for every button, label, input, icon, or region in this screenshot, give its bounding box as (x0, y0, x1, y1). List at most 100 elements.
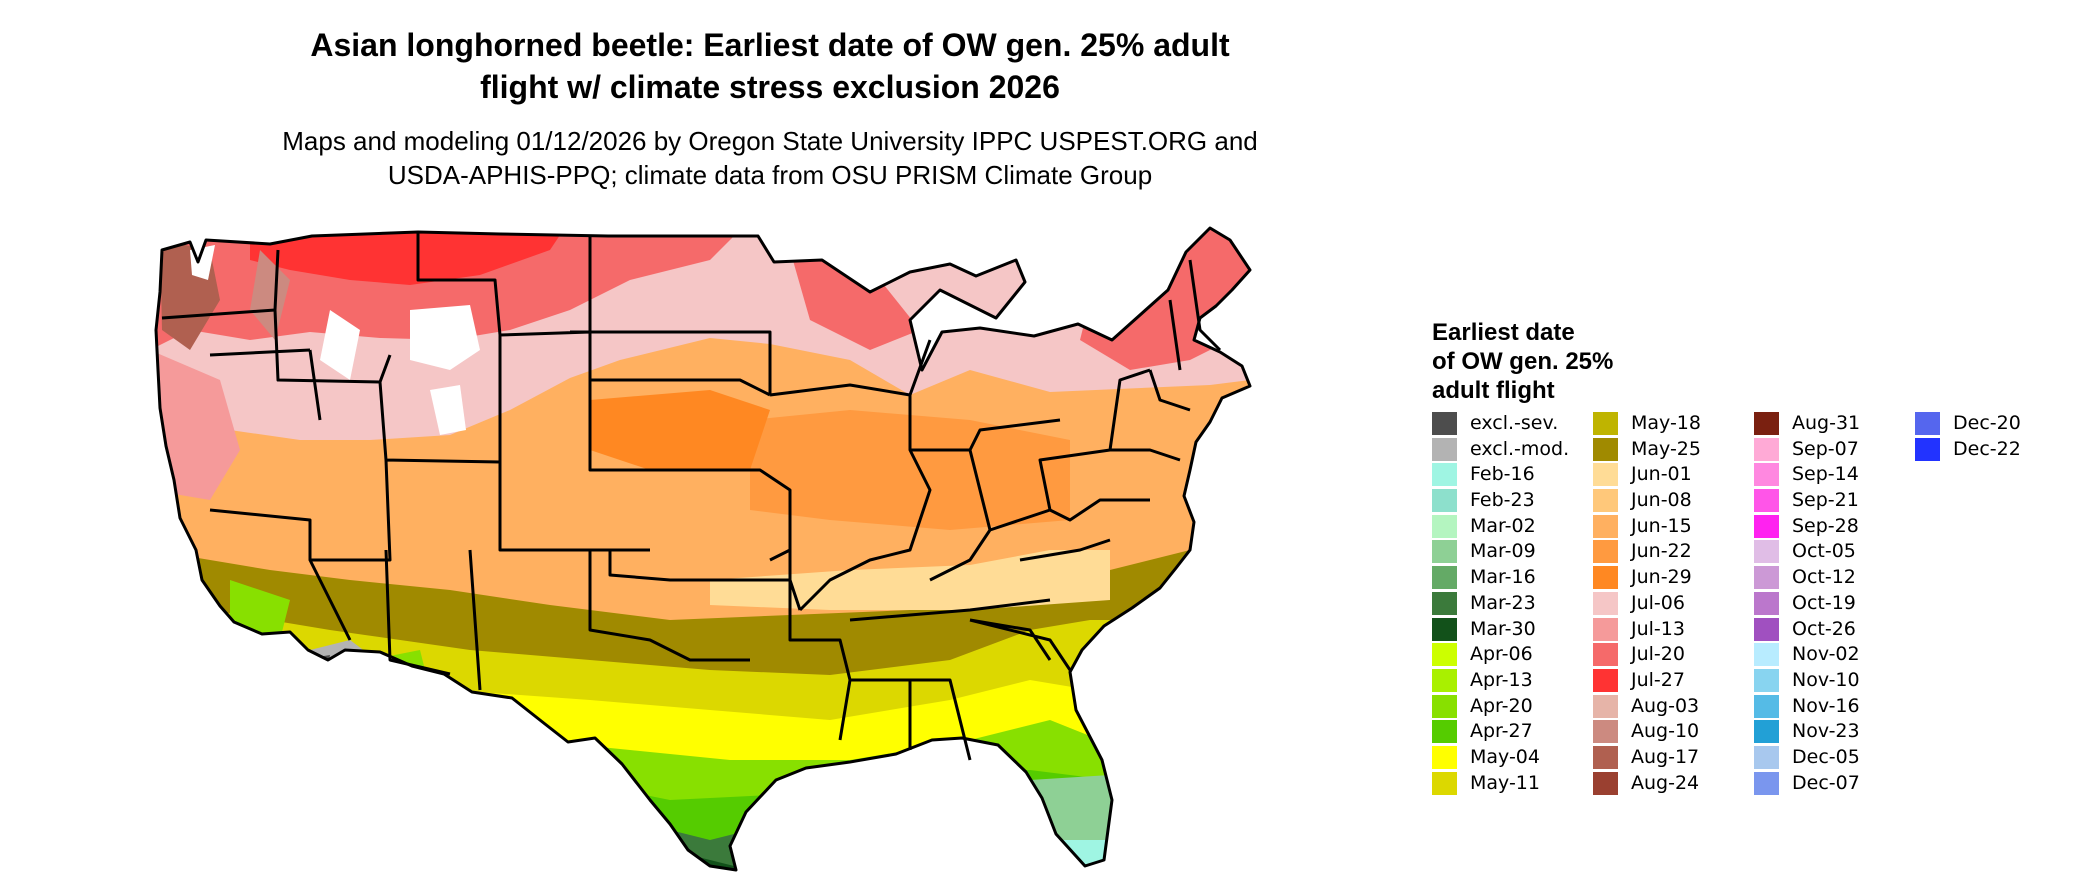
legend-swatch (1754, 771, 1779, 795)
legend-item: Dec-05 (1754, 744, 1924, 770)
legend-swatch (1432, 463, 1457, 487)
legend-item: Nov-02 (1754, 641, 1924, 667)
legend-item: Apr-20 (1432, 693, 1602, 719)
legend-label: excl.-sev. (1470, 412, 1559, 434)
us-degree-day-map (154, 226, 1252, 872)
map-subtitle-line-2: USDA-APHIS-PPQ; climate data from OSU PR… (387, 160, 1153, 190)
legend-item: Mar-02 (1432, 513, 1602, 539)
state-borders (154, 226, 1252, 872)
legend-swatch (1593, 591, 1618, 615)
legend-swatch (1432, 540, 1457, 564)
legend-label: Mar-09 (1470, 540, 1536, 563)
legend-swatch (1593, 514, 1618, 538)
legend-swatch (1432, 489, 1457, 513)
legend-swatch (1754, 412, 1779, 435)
legend-swatch (1915, 437, 1940, 461)
legend-label: Nov-23 (1792, 720, 1860, 743)
legend-item: Jun-01 (1593, 461, 1763, 487)
legend-item: Oct-19 (1754, 590, 1924, 616)
legend-swatch (1593, 745, 1618, 769)
legend-label: Apr-27 (1470, 720, 1533, 743)
legend-label: May-18 (1631, 412, 1701, 434)
legend-label: Sep-28 (1792, 514, 1859, 537)
legend-column: Aug-31 Sep-07 Sep-14 Sep-21 Sep-28 Oct-05 Oct-… (1754, 410, 1924, 795)
legend-swatch (1432, 514, 1457, 538)
legend-label: Sep-21 (1792, 489, 1859, 512)
map-subtitle-line-1: Maps and modeling 01/12/2026 by Oregon S… (282, 126, 1258, 156)
legend-swatch (1754, 694, 1779, 718)
legend-swatch (1754, 437, 1779, 461)
legend-label: Jun-15 (1631, 514, 1692, 537)
legend-item: Mar-09 (1432, 538, 1602, 564)
legend-swatch (1915, 412, 1940, 435)
legend-swatch (1593, 437, 1618, 461)
legend-column: Dec-20 Dec-22 (1915, 410, 2085, 461)
legend-item: Aug-10 (1593, 718, 1763, 744)
legend-item: Nov-16 (1754, 693, 1924, 719)
legend-label: Mar-30 (1470, 617, 1536, 640)
map-title-line-1: Asian longhorned beetle: Earliest date o… (310, 27, 1230, 63)
legend-swatch (1593, 720, 1618, 744)
legend-label: Aug-10 (1631, 720, 1700, 743)
legend-item: Aug-03 (1593, 693, 1763, 719)
map-title-line-2: flight w/ climate stress exclusion 2026 (480, 69, 1060, 105)
legend-item: Mar-23 (1432, 590, 1602, 616)
legend-item: Sep-21 (1754, 487, 1924, 513)
legend-item: Feb-16 (1432, 461, 1602, 487)
legend-label: May-25 (1631, 437, 1701, 460)
legend-label: Mar-16 (1470, 566, 1536, 589)
legend-label: Nov-02 (1792, 643, 1860, 666)
legend-label: Dec-05 (1792, 745, 1860, 768)
legend-swatch (1754, 540, 1779, 564)
legend-item: Dec-07 (1754, 770, 1924, 796)
legend-label: Jun-29 (1631, 566, 1692, 589)
legend-label: Apr-20 (1470, 694, 1533, 717)
legend-item: Aug-31 (1754, 410, 1924, 436)
legend-swatch (1754, 643, 1779, 667)
legend-item: Feb-23 (1432, 487, 1602, 513)
legend-label: Jul-27 (1631, 668, 1685, 691)
legend-label: Feb-23 (1470, 489, 1535, 512)
legend-label: Oct-05 (1792, 540, 1856, 563)
legend-swatch (1432, 745, 1457, 769)
legend-swatch (1754, 745, 1779, 769)
legend-item: Oct-12 (1754, 564, 1924, 590)
legend-item: Oct-26 (1754, 616, 1924, 642)
legend-label: Jul-13 (1631, 617, 1685, 640)
legend-swatch (1593, 463, 1618, 487)
legend-item: Apr-06 (1432, 641, 1602, 667)
legend-item: Mar-16 (1432, 564, 1602, 590)
legend-label: Sep-14 (1792, 463, 1859, 486)
legend-item: Jul-13 (1593, 616, 1763, 642)
legend-swatch (1754, 514, 1779, 538)
legend-swatch (1432, 720, 1457, 744)
legend-swatch (1432, 437, 1457, 461)
legend-column: excl.-sev. excl.-mod. Feb-16 Feb-23 Mar-02 Ma… (1432, 410, 1602, 795)
legend-item: Sep-14 (1754, 461, 1924, 487)
legend-label: Aug-17 (1631, 745, 1700, 768)
legend-item: Sep-07 (1754, 436, 1924, 462)
legend-title: Earliest date of OW gen. 25% adult fligh… (1432, 318, 1692, 405)
legend-label: Jun-22 (1631, 540, 1692, 563)
legend-item: Jun-29 (1593, 564, 1763, 590)
legend-label: Nov-10 (1792, 668, 1860, 691)
legend-label: Oct-26 (1792, 617, 1856, 640)
legend-swatch (1432, 412, 1457, 435)
legend-swatch (1432, 771, 1457, 795)
legend-swatch (1754, 720, 1779, 744)
legend-swatch (1593, 668, 1618, 692)
legend-item: Jul-27 (1593, 667, 1763, 693)
legend-label: Jul-20 (1631, 643, 1685, 666)
legend-item: Oct-05 (1754, 538, 1924, 564)
legend-label: Apr-06 (1470, 643, 1533, 666)
legend-label: Aug-31 (1792, 412, 1861, 434)
legend-swatch (1754, 566, 1779, 590)
legend-item: excl.-mod. (1432, 436, 1602, 462)
legend-swatch (1754, 617, 1779, 641)
legend-item: May-11 (1432, 770, 1602, 796)
legend-title-line-1: Earliest date (1432, 319, 1575, 346)
legend-label: Jun-08 (1631, 489, 1692, 512)
legend-item: Jun-22 (1593, 538, 1763, 564)
legend-swatch (1593, 412, 1618, 435)
legend-item: Aug-24 (1593, 770, 1763, 796)
